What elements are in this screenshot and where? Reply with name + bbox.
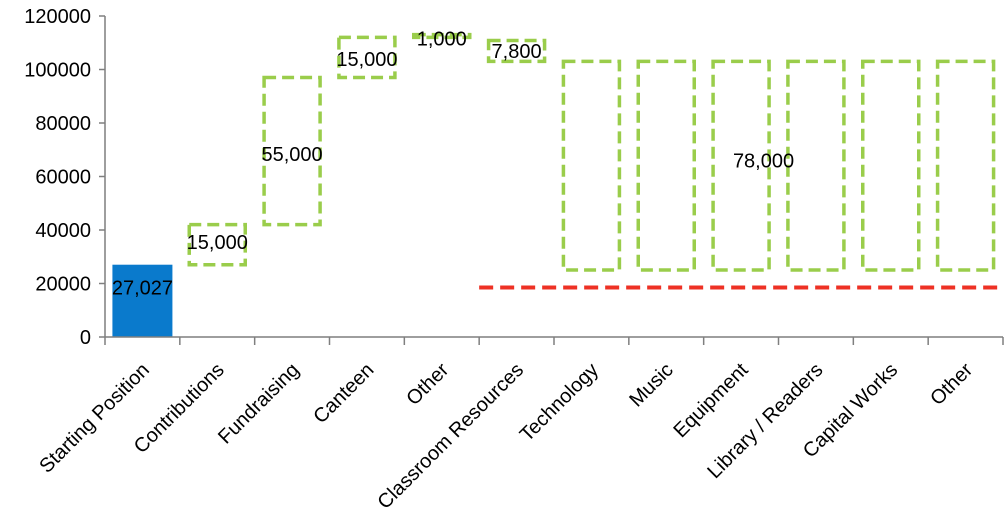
x-category-label: Other xyxy=(926,359,977,410)
bar-9 xyxy=(711,59,771,272)
bar-1 xyxy=(112,264,173,337)
x-category-label: Fundraising xyxy=(214,359,303,448)
x-axis: Starting PositionContributionsFundraisin… xyxy=(35,336,1004,514)
bar-6 xyxy=(486,38,547,64)
y-tick-label: 60000 xyxy=(35,167,91,189)
x-category-label: Music xyxy=(625,359,677,411)
y-tick-label: 0 xyxy=(80,327,91,349)
x-category-label: Technology xyxy=(516,359,603,446)
y-tick-label: 20000 xyxy=(35,274,91,296)
data-label: 78,000 xyxy=(733,150,794,172)
bar-2 xyxy=(187,222,247,267)
y-tick-label: 40000 xyxy=(35,220,91,242)
data-label: 15,000 xyxy=(336,49,397,71)
x-category-label: Starting Position xyxy=(35,359,154,478)
bar-3 xyxy=(262,75,322,227)
x-category-label: Other xyxy=(402,359,453,410)
y-axis: 0 20000 40000 60000 80000 100000 120000 xyxy=(24,6,106,349)
data-label: 1,000 xyxy=(417,29,467,51)
data-label: 7,800 xyxy=(492,41,542,63)
data-label: 15,000 xyxy=(187,232,248,254)
bar-11 xyxy=(861,59,921,272)
x-category-label: Classroom Resources xyxy=(373,359,528,514)
bar-7 xyxy=(561,59,622,272)
y-tick-label: 80000 xyxy=(35,113,91,135)
bars-group xyxy=(112,32,996,337)
x-category-label: Canteen xyxy=(309,359,378,428)
y-tick-label: 100000 xyxy=(24,60,91,82)
bar-12 xyxy=(935,59,996,272)
bar-5 xyxy=(412,32,472,40)
bar-4 xyxy=(337,35,397,80)
data-label: 55,000 xyxy=(261,144,322,166)
bar-8 xyxy=(636,59,696,272)
bar-10 xyxy=(786,59,846,272)
y-tick-label: 120000 xyxy=(24,6,91,28)
data-label: 27,027 xyxy=(112,278,173,300)
data-labels-group: 27,027 15,000 55,000 15,000 1,000 7,800 78,000 xyxy=(112,29,794,300)
